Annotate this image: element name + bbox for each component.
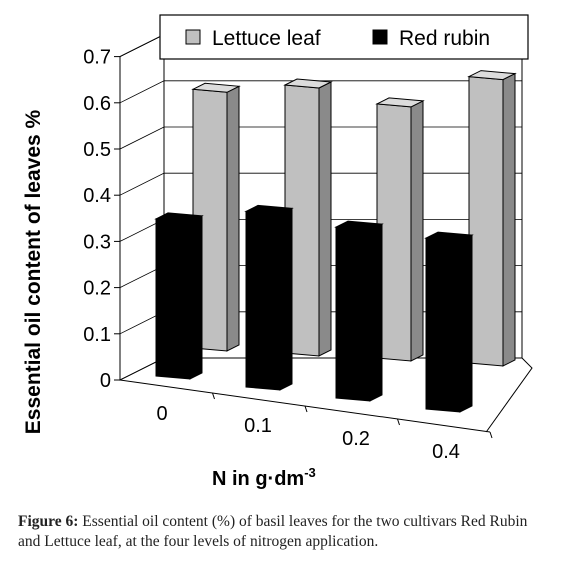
x-axis: 0 0.1 0.2 0.4 [119, 379, 493, 463]
x-axis-label-superscript: -3 [304, 465, 316, 480]
x-tick-label: 0.4 [432, 441, 460, 463]
x-axis-label-base: N in g·dm [212, 468, 304, 490]
figure-caption-label: Figure 6: [18, 513, 79, 530]
y-axis: 0 0.1 0.2 0.3 0.4 0.5 0.6 0.7 [83, 47, 121, 392]
bar-lettuce-leaf-0.1-side [318, 81, 332, 357]
chart-floor [485, 357, 533, 433]
bar-lettuce-leaf-0.4 [468, 76, 504, 367]
bar-red-rubin-0 [155, 218, 191, 380]
y-tick-label: 0.4 [83, 185, 111, 207]
bar-red-rubin-0.2-side [369, 223, 383, 402]
y-tick-label: 0.3 [83, 231, 111, 253]
y-tick-label: 0.1 [83, 324, 111, 346]
x-tick-label: 0.1 [244, 415, 272, 437]
bar-red-rubin-0.1-top [244, 204, 294, 215]
legend-swatch-red-rubin [372, 29, 388, 45]
bar-lettuce-leaf-0.4-side [502, 72, 516, 367]
bar-red-rubin-0.1-side [279, 207, 293, 391]
bar-red-rubin-0-top [154, 212, 204, 223]
bar-red-rubin-0.2-top [334, 220, 384, 231]
x-tick-label: 0 [156, 403, 167, 425]
figure-caption-text: Essential oil content (%) of basil leave… [18, 513, 528, 550]
x-axis-label: N in g·dm-3 [212, 465, 316, 490]
x-tick-label: 0.2 [342, 428, 370, 450]
bar-lettuce-leaf-0.2-side [410, 100, 424, 362]
figure-caption: Figure 6: Essential oil content (%) of b… [18, 512, 550, 552]
y-axis-label: Essential oil content of leaves % [22, 109, 45, 434]
bar-red-rubin-0-side [189, 215, 203, 380]
legend-swatch-lettuce-leaf [185, 29, 201, 45]
bar-lettuce-leaf-0.1-top [283, 78, 333, 89]
y-tick-label: 0.2 [83, 278, 111, 300]
x-tick [489, 431, 493, 439]
y-tick-label: 0.6 [83, 93, 111, 115]
bar-lettuce-leaf-0-side [226, 85, 240, 352]
y-tick-label: 0.7 [83, 47, 111, 69]
bar-lettuce-leaf-0-top [191, 82, 241, 93]
x-tick [397, 418, 400, 426]
legend-label-lettuce-leaf: Lettuce leaf [212, 27, 321, 50]
y-tick-label: 0.5 [83, 139, 111, 161]
bars [154, 70, 517, 413]
bar-red-rubin-0.4-top [424, 231, 474, 242]
legend-box [159, 14, 529, 60]
x-tick [304, 405, 308, 413]
chart: 0 0.1 0.2 0.3 0.4 0.5 0.6 0.7 0 0.1 0.2 0.4 Essent… [22, 14, 533, 490]
bar-red-rubin-0.1 [245, 210, 281, 391]
legend: Lettuce leaf Red rubin [159, 14, 529, 60]
bar-red-rubin-0.4 [425, 237, 461, 413]
y-tick-label: 0 [100, 370, 111, 392]
bar-red-rubin-0.2 [335, 226, 371, 402]
floor-edge [485, 357, 533, 433]
bar-lettuce-leaf-0.4-top [467, 70, 517, 81]
x-tick [212, 392, 215, 400]
gridline [119, 80, 522, 104]
bar-red-rubin-0.4-side [459, 234, 473, 413]
bar-lettuce-leaf-0.2-top [375, 97, 425, 108]
legend-label-red-rubin: Red rubin [399, 27, 490, 50]
